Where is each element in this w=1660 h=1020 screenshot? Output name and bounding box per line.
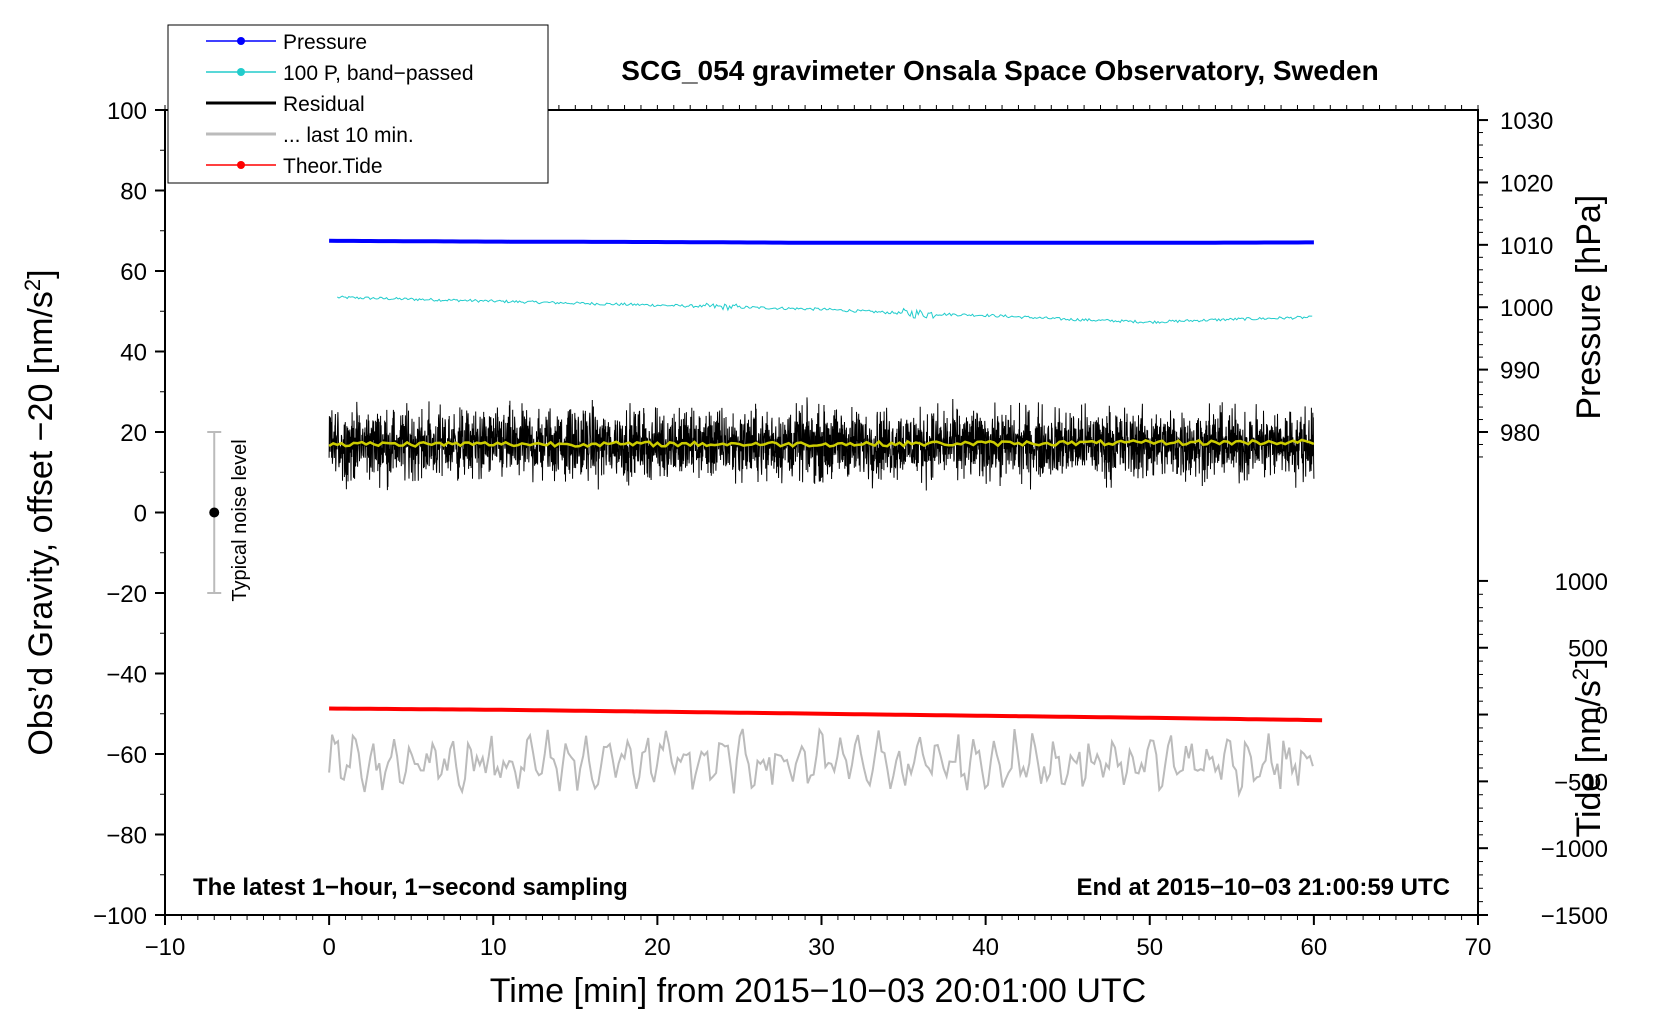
pressure-axis-title: Pressure [hPa]: [1570, 195, 1608, 420]
pressure-line: [329, 238, 1314, 245]
y-tick-label: 20: [120, 420, 147, 447]
pressure-tick-label: 1000: [1500, 295, 1553, 322]
annotation-end-time: End at 2015−10−03 21:00:59 UTC: [1076, 874, 1450, 901]
x-tick-label: 40: [972, 934, 999, 961]
bandpassed-pressure-line: [337, 295, 1313, 325]
series-layer: [328, 238, 1323, 799]
y-tick-label: 0: [134, 501, 147, 528]
tide-tick-label: −1000: [1541, 836, 1608, 863]
x-tick-label: 0: [322, 934, 335, 961]
y-tick-label: −60: [106, 742, 147, 769]
x-tick-label: 10: [480, 934, 507, 961]
x-tick-label: 20: [644, 934, 671, 961]
tick-layer: −10 0 10 20 30 40 50 60 70−100−80−60−40−20020406…: [93, 98, 1608, 961]
y-tick-label: −40: [106, 662, 147, 689]
legend-swatch-marker: [237, 37, 245, 45]
tide-axis-title: Tide [nm/s2]: [1568, 658, 1608, 837]
annotation-sampling: The latest 1−hour, 1−second sampling: [193, 874, 628, 901]
noise-bar-label: Typical noise level: [229, 439, 251, 601]
legend-label: Pressure: [283, 31, 367, 54]
pressure-tick-label: 1010: [1500, 233, 1553, 260]
x-tick-label: 60: [1301, 934, 1328, 961]
pressure-tick-label: 990: [1500, 358, 1540, 385]
pressure-tick-label: 980: [1500, 420, 1540, 447]
theoretical-tide-line: [329, 706, 1323, 723]
last-10-min-line: [328, 726, 1314, 799]
typical-noise-level: Typical noise level: [207, 431, 251, 602]
legend-swatch-marker: [237, 161, 245, 169]
x-tick-label: 50: [1136, 934, 1163, 961]
y-tick-label: −20: [106, 581, 147, 608]
legend-label: Theor.Tide: [283, 155, 383, 178]
x-axis-title: Time [min] from 2015−10−03 20:01:00 UTC: [490, 972, 1146, 1010]
y-tick-label: 40: [120, 340, 147, 367]
tide-tick-label: −500: [1554, 769, 1608, 796]
legend: Pressure 100 P, band−passed Residual ... la…: [167, 24, 549, 184]
y-tick-label: 100: [107, 98, 147, 125]
pressure-tick-label: 1020: [1500, 170, 1553, 197]
y-tick-label: −80: [106, 823, 147, 850]
tide-tick-label: −1500: [1541, 903, 1608, 930]
legend-label: 100 P, band−passed: [283, 62, 474, 85]
x-tick-label: 30: [808, 934, 835, 961]
legend-label: Residual: [283, 93, 365, 116]
y-tick-label: 60: [120, 259, 147, 286]
plot-frame: [164, 109, 1479, 916]
y-tick-label: −100: [93, 903, 147, 930]
pressure-tick-label: 1030: [1500, 108, 1553, 135]
legend-swatch-marker: [237, 68, 245, 76]
y-left-axis-title: Obs’d Gravity, offset −20 [nm/s2]: [20, 269, 60, 755]
x-tick-label: −10: [145, 934, 186, 961]
noise-bar-center-dot: [209, 507, 220, 518]
y-tick-label: 80: [120, 179, 147, 206]
tide-tick-label: 500: [1568, 636, 1608, 663]
chart-title: SCG_054 gravimeter Onsala Space Observat…: [621, 55, 1378, 86]
tide-tick-label: 1000: [1555, 569, 1608, 596]
x-tick-label: 70: [1465, 934, 1492, 961]
legend-label: ... last 10 min.: [283, 124, 414, 147]
tide-tick-label: 0: [1595, 703, 1608, 730]
residual-smoothed-line: [328, 438, 1315, 448]
